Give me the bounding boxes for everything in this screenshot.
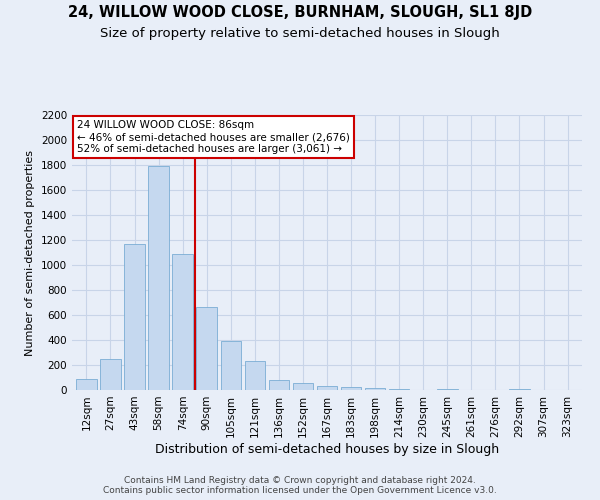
- Bar: [124, 244, 145, 390]
- Text: Distribution of semi-detached houses by size in Slough: Distribution of semi-detached houses by …: [155, 442, 499, 456]
- Bar: [389, 389, 409, 390]
- Bar: [221, 340, 241, 390]
- Bar: [509, 389, 530, 390]
- Bar: [100, 360, 121, 390]
- Bar: [365, 388, 385, 390]
- Y-axis label: Number of semi-detached properties: Number of semi-detached properties: [25, 150, 35, 356]
- Bar: [196, 307, 217, 390]
- Bar: [317, 386, 337, 390]
- Bar: [293, 382, 313, 390]
- Text: 24 WILLOW WOOD CLOSE: 86sqm
← 46% of semi-detached houses are smaller (2,676)
52: 24 WILLOW WOOD CLOSE: 86sqm ← 46% of sem…: [77, 120, 350, 154]
- Bar: [269, 380, 289, 390]
- Bar: [341, 387, 361, 390]
- Bar: [172, 254, 193, 390]
- Text: 24, WILLOW WOOD CLOSE, BURNHAM, SLOUGH, SL1 8JD: 24, WILLOW WOOD CLOSE, BURNHAM, SLOUGH, …: [68, 5, 532, 20]
- Bar: [148, 166, 169, 390]
- Bar: [76, 379, 97, 390]
- Text: Contains HM Land Registry data © Crown copyright and database right 2024.
Contai: Contains HM Land Registry data © Crown c…: [103, 476, 497, 495]
- Bar: [437, 389, 458, 390]
- Text: Size of property relative to semi-detached houses in Slough: Size of property relative to semi-detach…: [100, 28, 500, 40]
- Bar: [245, 361, 265, 390]
